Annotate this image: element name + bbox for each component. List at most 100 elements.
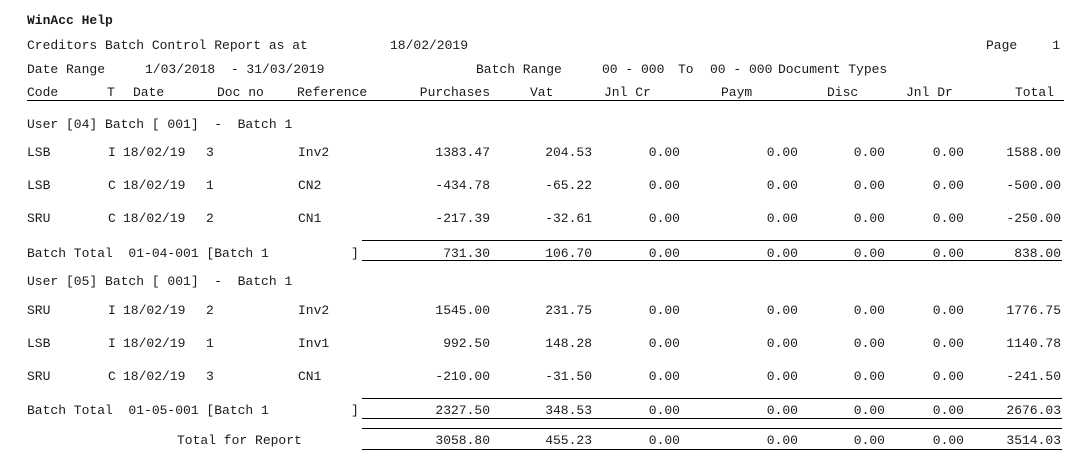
cell-purchases: 992.50 (443, 336, 490, 351)
cell-jnl-dr: 0.00 (932, 178, 964, 193)
cell-disc: 0.00 (853, 178, 885, 193)
cell-reference: CN2 (298, 178, 322, 193)
cell-disc: 0.00 (853, 369, 885, 384)
cell-total: -500.00 (1006, 178, 1061, 193)
cell-date: 18/02/19 (123, 145, 186, 160)
cell-jnl-dr: 0.00 (932, 145, 964, 160)
cell-jnl-cr: 0.00 (648, 145, 680, 160)
app-title: WinAcc Help (27, 13, 113, 28)
cell-jnl-cr: 0.00 (648, 211, 680, 226)
cell-paym: 0.00 (766, 145, 798, 160)
cell-purchases: 1545.00 (435, 303, 490, 318)
col-type: T (107, 85, 115, 100)
cell-disc: 0.00 (853, 303, 885, 318)
cell-code: SRU (27, 369, 51, 384)
col-doc-no: Doc no (217, 85, 264, 100)
cell-doc-no: 3 (206, 369, 214, 384)
cell-date: 18/02/19 (123, 369, 186, 384)
total-purchases: 731.30 (443, 246, 490, 261)
total-purchases: 2327.50 (435, 403, 490, 418)
page-number: 1 (1052, 38, 1060, 53)
cell-purchases: -210.00 (435, 369, 490, 384)
report-total-overline (362, 428, 1062, 429)
total-total: 2676.03 (1006, 403, 1061, 418)
cell-total: 1588.00 (1006, 145, 1061, 160)
total-disc: 0.00 (853, 403, 885, 418)
cell-paym: 0.00 (766, 303, 798, 318)
cell-jnl-cr: 0.00 (648, 369, 680, 384)
cell-type: I (108, 336, 116, 351)
cell-vat: -65.22 (545, 178, 592, 193)
batch-total-bracket: ] (351, 246, 359, 261)
cell-code: LSB (27, 145, 51, 160)
col-paym: Paym (721, 85, 753, 100)
col-disc: Disc (827, 85, 859, 100)
cell-code: SRU (27, 303, 51, 318)
cell-paym: 0.00 (766, 336, 798, 351)
col-vat: Vat (530, 85, 554, 100)
col-jnl-cr: Jnl Cr (604, 85, 651, 100)
report-total-jnl-cr: 0.00 (648, 433, 680, 448)
cell-jnl-dr: 0.00 (932, 211, 964, 226)
cell-purchases: 1383.47 (435, 145, 490, 160)
cell-purchases: -217.39 (435, 211, 490, 226)
report-total-paym: 0.00 (766, 433, 798, 448)
cell-date: 18/02/19 (123, 303, 186, 318)
cell-jnl-cr: 0.00 (648, 336, 680, 351)
cell-jnl-cr: 0.00 (648, 303, 680, 318)
cell-total: -250.00 (1006, 211, 1061, 226)
cell-type: C (108, 178, 116, 193)
total-paym: 0.00 (766, 403, 798, 418)
total-vat: 106.70 (545, 246, 592, 261)
col-date: Date (133, 85, 165, 100)
total-disc: 0.00 (853, 246, 885, 261)
header-underline (27, 100, 1064, 101)
batch-heading: User [04] Batch [ 001] - Batch 1 (27, 117, 293, 132)
report-title: Creditors Batch Control Report as at (27, 38, 308, 53)
cell-code: LSB (27, 178, 51, 193)
report-total-purchases: 3058.80 (435, 433, 490, 448)
cell-type: I (108, 145, 116, 160)
report-total-label: Total for Report (177, 433, 302, 448)
cell-purchases: -434.78 (435, 178, 490, 193)
cell-code: LSB (27, 336, 51, 351)
cell-reference: Inv2 (298, 303, 330, 318)
batch-total-label: Batch Total 01-05-001 [Batch 1 (27, 403, 269, 418)
total-vat: 348.53 (545, 403, 592, 418)
cell-jnl-dr: 0.00 (932, 369, 964, 384)
batch-total-label: Batch Total 01-04-001 [Batch 1 (27, 246, 269, 261)
cell-doc-no: 2 (206, 303, 214, 318)
date-range-value: 1/03/2018 - 31/03/2019 (145, 62, 325, 77)
batch-heading: User [05] Batch [ 001] - Batch 1 (27, 274, 293, 289)
cell-doc-no: 1 (206, 178, 214, 193)
cell-paym: 0.00 (766, 211, 798, 226)
batch-total-overline (362, 398, 1062, 399)
total-jnl-dr: 0.00 (932, 403, 964, 418)
cell-doc-no: 2 (206, 211, 214, 226)
col-jnl-dr: Jnl Dr (906, 85, 953, 100)
cell-reference: Inv2 (298, 145, 330, 160)
cell-disc: 0.00 (853, 211, 885, 226)
cell-paym: 0.00 (766, 178, 798, 193)
cell-code: SRU (27, 211, 51, 226)
batch-total-bracket: ] (351, 403, 359, 418)
total-paym: 0.00 (766, 246, 798, 261)
cell-paym: 0.00 (766, 369, 798, 384)
total-jnl-dr: 0.00 (932, 246, 964, 261)
date-range-label: Date Range (27, 62, 106, 77)
report-total-disc: 0.00 (853, 433, 885, 448)
batch-range-label: Batch Range (476, 62, 562, 77)
document-types-label: Document Types (778, 62, 888, 77)
col-total: Total (1014, 85, 1054, 100)
page-label: Page (986, 38, 1018, 53)
batch-total-underline (362, 260, 1062, 261)
cell-disc: 0.00 (853, 145, 885, 160)
cell-doc-no: 3 (206, 145, 214, 160)
batch-total-underline (362, 418, 1062, 419)
col-reference: Reference (297, 85, 368, 100)
cell-jnl-dr: 0.00 (932, 303, 964, 318)
cell-reference: Inv1 (298, 336, 330, 351)
cell-type: C (108, 211, 116, 226)
cell-date: 18/02/19 (123, 178, 186, 193)
cell-jnl-dr: 0.00 (932, 336, 964, 351)
